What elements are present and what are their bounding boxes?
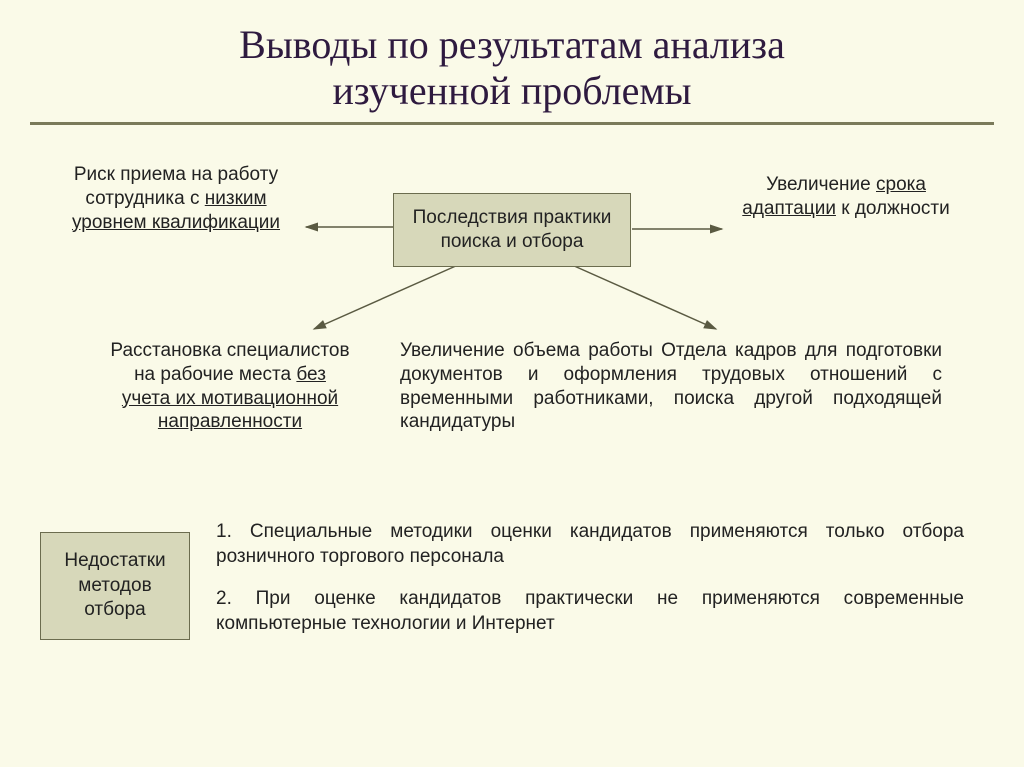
consequence-left: Риск приема на работу сотрудника с низки… [56,163,296,234]
right-post: к должности [836,198,950,219]
title-line-2: изученной проблемы [332,68,691,113]
consequence-bottom-left: Расстановка специалистов на рабочие мест… [110,339,350,434]
methods-item-1: 1. Специальные методики оценки кандидато… [216,520,964,569]
arrow-botleft [314,265,458,329]
slide-title: Выводы по результатам анализа изученной … [0,0,1024,114]
methods-box: Недостатки методов отбора [40,532,190,640]
title-line-1: Выводы по результатам анализа [239,22,785,67]
methods-section: Недостатки методов отбора 1. Специальные… [0,520,1024,640]
flowchart: Последствия практики поиска и отбора Рис… [0,125,1024,485]
consequence-bottom-right: Увеличение объема работы Отдела кадров д… [400,339,942,434]
center-box-text: Последствия практики поиска и отбора [413,207,612,252]
arrow-botright [572,265,716,329]
consequence-right: Увеличение срока адаптации к должности [734,173,958,221]
center-box: Последствия практики поиска и отбора [393,193,631,267]
botright-text: Увеличение объема работы Отдела кадров д… [400,340,942,432]
methods-box-text: Недостатки методов отбора [64,550,165,620]
right-pre: Увеличение [766,174,876,195]
methods-list: 1. Специальные методики оценки кандидато… [216,520,964,637]
methods-item-2: 2. При оценке кандидатов практически не … [216,587,964,636]
